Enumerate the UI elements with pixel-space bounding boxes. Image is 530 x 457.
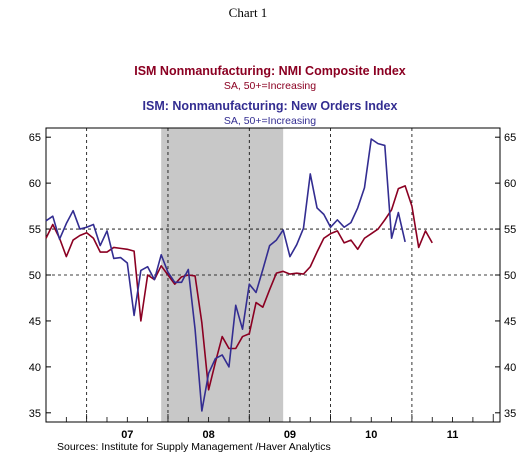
- y-tick-label-right: 45: [504, 316, 516, 328]
- x-tick-label-09: 09: [284, 429, 296, 441]
- x-tick-label-08: 08: [203, 429, 215, 441]
- y-tick-label-right: 50: [504, 270, 516, 282]
- x-tick-label-11: 11: [447, 429, 459, 441]
- series-2-title: ISM: Nonmanufacturing: New Orders Index: [143, 99, 398, 113]
- series-2-subtitle: SA, 50+=Increasing: [224, 115, 316, 127]
- y-tick-label-left: 50: [29, 270, 41, 282]
- y-axis: 35 35 40 40 45 45 50 50 55 55 60 60 65 65: [29, 132, 517, 420]
- series-line-2: [45, 138, 406, 412]
- y-tick-label-right: 65: [504, 132, 516, 144]
- x-tick-label-07: 07: [121, 429, 133, 441]
- source-note: Sources: Institute for Supply Management…: [57, 441, 331, 453]
- series-1-title: ISM Nonmanufacturing: NMI Composite Inde…: [134, 64, 406, 78]
- y-tick-label-left: 65: [29, 132, 41, 144]
- y-tick-label-left: 55: [29, 224, 41, 236]
- x-tick-label-10: 10: [365, 429, 377, 441]
- y-tick-label-right: 35: [504, 408, 516, 420]
- y-tick-label-right: 60: [504, 178, 516, 190]
- series-line-1: [45, 185, 433, 391]
- y-tick-label-left: 45: [29, 316, 41, 328]
- y-tick-label-left: 60: [29, 178, 41, 190]
- series-1-subtitle: SA, 50+=Increasing: [224, 80, 316, 92]
- series-lines: [45, 138, 433, 412]
- y-tick-label-right: 55: [504, 224, 516, 236]
- chart-title: Chart 1: [229, 5, 268, 20]
- y-tick-label-right: 40: [504, 362, 516, 374]
- y-tick-label-left: 40: [29, 362, 41, 374]
- x-axis: 07 08 09 10 11: [45, 414, 494, 441]
- y-tick-label-left: 35: [29, 408, 41, 420]
